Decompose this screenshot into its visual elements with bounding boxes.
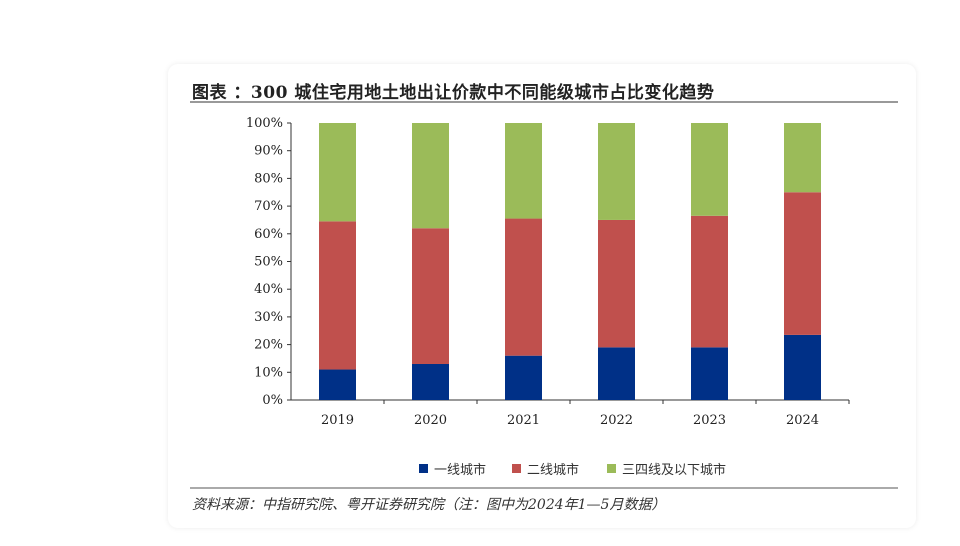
bar-segment-2021-3 <box>505 123 542 219</box>
footnote-divider <box>190 487 898 489</box>
bar-segment-2023-2 <box>691 215 728 348</box>
x-tick-label: 2023 <box>693 413 726 428</box>
legend-label: 一线城市 <box>434 463 487 478</box>
y-tick-label: 0% <box>262 393 283 408</box>
legend-item: 二线城市 <box>512 459 579 478</box>
bar-segment-2024-3 <box>784 123 821 193</box>
legend-label: 二线城市 <box>527 463 580 478</box>
x-tick-label: 2019 <box>321 413 354 428</box>
y-tick-label: 10% <box>254 365 283 380</box>
bar-segment-2023-3 <box>691 123 728 216</box>
legend-item: 三四线及以下城市 <box>607 459 726 478</box>
bar-segment-2021-1 <box>505 355 542 400</box>
bar-segment-2024-2 <box>784 192 821 335</box>
title-divider <box>190 101 898 103</box>
y-tick-label: 100% <box>246 116 283 131</box>
y-tick-label: 70% <box>254 199 283 214</box>
y-tick-label: 30% <box>254 310 283 325</box>
y-tick-label: 20% <box>254 338 283 353</box>
bar-segment-2021-2 <box>505 218 542 356</box>
legend-swatch <box>419 464 428 473</box>
y-tick-label: 90% <box>254 144 283 159</box>
bar-segment-2022-1 <box>598 347 635 400</box>
bar-segment-2020-1 <box>412 363 449 400</box>
bar-segment-2023-1 <box>691 347 728 400</box>
legend-swatch <box>512 464 521 473</box>
x-tick-label: 2021 <box>507 413 540 428</box>
legend-label: 三四线及以下城市 <box>622 463 727 478</box>
bar-segment-2019-1 <box>319 369 356 400</box>
y-tick-label: 80% <box>254 171 283 186</box>
y-tick-label: 50% <box>254 255 283 270</box>
bar-segment-2024-1 <box>784 334 821 400</box>
legend-item: 一线城市 <box>419 459 486 478</box>
bar-segment-2022-3 <box>598 123 635 220</box>
bar-segment-2019-3 <box>319 123 356 222</box>
x-tick-label: 2024 <box>786 413 819 428</box>
x-tick-label: 2020 <box>414 413 447 428</box>
legend-swatch <box>607 464 616 473</box>
x-tick-label: 2022 <box>600 413 633 428</box>
bar-segment-2019-2 <box>319 221 356 370</box>
bar-segment-2022-2 <box>598 219 635 348</box>
source-footnote: 资料来源：中指研究院、粤开证券研究院（注：图中为2024年1—5月数据） <box>192 497 666 513</box>
y-tick-label: 60% <box>254 227 283 242</box>
bar-segment-2020-3 <box>412 123 449 229</box>
chart-title: 图表 ：300 城住宅用地土地出让价款中不同能级城市占比变化趋势 <box>192 83 715 103</box>
y-tick-label: 40% <box>254 282 283 297</box>
bar-segment-2020-2 <box>412 228 449 364</box>
